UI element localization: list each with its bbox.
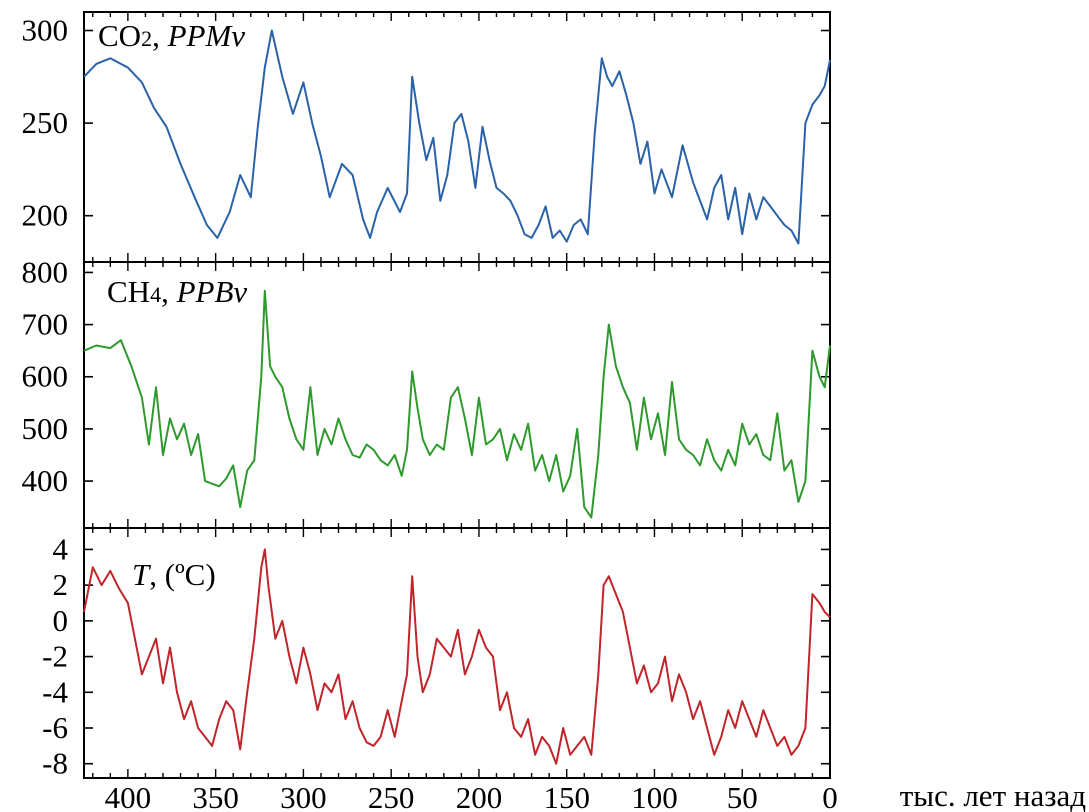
ch4-ytick-label: 400: [22, 463, 69, 498]
co2-series-line: [83, 29, 831, 245]
temp-ytick-label: 4: [53, 531, 69, 566]
co2-ytick-label: 200: [22, 198, 69, 233]
x-unit-label: тыс. лет назад: [900, 778, 1087, 812]
xtick-label: 0: [822, 780, 838, 812]
xtick-label: 350: [192, 780, 239, 812]
temp-panel-label: T, (ºC): [132, 557, 216, 592]
co2-ytick-label: 300: [22, 13, 69, 48]
temp-ytick-label: -6: [42, 710, 68, 745]
xtick-label: 150: [543, 780, 590, 812]
temp-ytick-label: 0: [53, 603, 69, 638]
ch4-ytick-label: 500: [22, 411, 69, 446]
ch4-ytick-label: 600: [22, 359, 69, 394]
co2-panel: 200 250 300 CO2, PPMv: [22, 11, 831, 263]
temp-ytick-label: -4: [42, 674, 68, 709]
xtick-label: 50: [727, 780, 758, 812]
ch4-ytick-label: 800: [22, 254, 69, 289]
ch4-ytick-label: 700: [22, 307, 69, 342]
ch4-panel: 400 500 600 700 800 CH4, PPBv: [22, 254, 831, 529]
ch4-panel-label: CH4, PPBv: [107, 274, 247, 309]
temp-panel: 420-2-4-6-8 T, (ºC): [42, 527, 831, 781]
ch4-series-line: [83, 289, 831, 519]
co2-panel-label: CO2, PPMv: [98, 18, 245, 53]
temp-ytick-label: 2: [53, 567, 69, 602]
co2-ytick-label: 250: [22, 105, 69, 140]
temp-frame: [83, 527, 831, 779]
temp-series-line: [83, 548, 831, 765]
temp-ytick-label: -8: [42, 746, 68, 781]
xtick-label: 300: [280, 780, 327, 812]
xtick-label: 250: [368, 780, 415, 812]
xtick-label: 200: [456, 780, 503, 812]
temp-ytick-label: -2: [42, 639, 68, 674]
xtick-label: 100: [631, 780, 678, 812]
xtick-label: 400: [105, 780, 152, 812]
